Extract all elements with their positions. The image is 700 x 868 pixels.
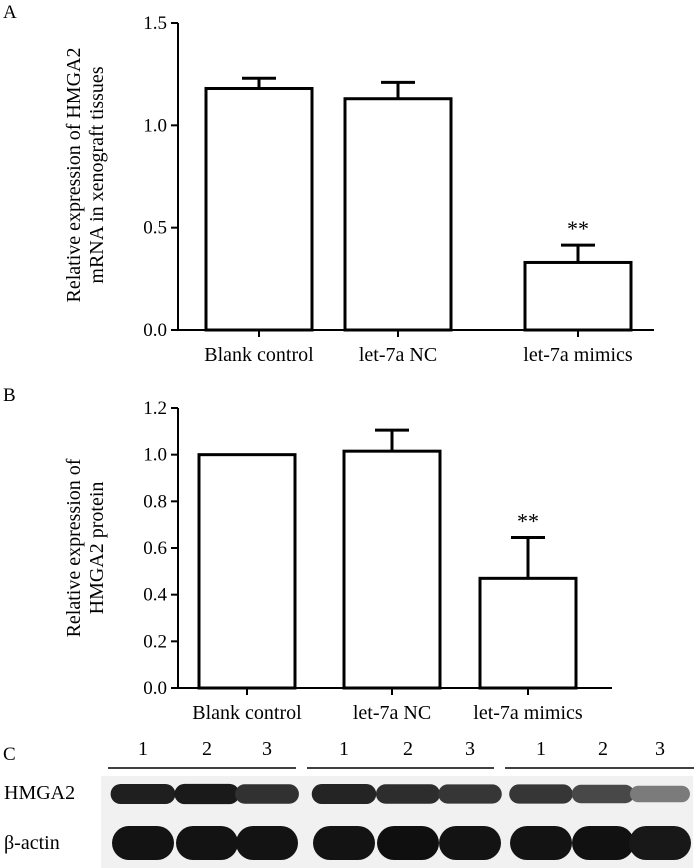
beta-actin-band (510, 826, 572, 860)
chart-b-ylabel-line-1: Relative expression of (63, 458, 85, 637)
beta-actin-band (377, 826, 439, 860)
chart-a-bar (204, 86, 314, 332)
chart-a-ytick-label: 0.0 (143, 320, 167, 341)
hmga2-band (311, 784, 377, 804)
chart-b-bar (197, 453, 297, 690)
panel-a-label: A (3, 2, 17, 23)
chart-b-significance-mark: ** (517, 509, 539, 534)
western-blot: HMGA2 β-actin 1 2 3 1 2 3 1 2 3 (4, 738, 694, 868)
lane-number: 3 (262, 738, 272, 760)
beta-actin-band (572, 826, 634, 860)
panel-c-label: C (3, 744, 16, 765)
chart-b-ytick-label: 1.2 (143, 398, 167, 419)
chart-b-category-label: let-7a NC (353, 702, 431, 724)
chart-a-significance-mark: ** (567, 216, 589, 241)
chart-a-ylabel: Relative expression of HMGA2 mRNA in xen… (63, 48, 108, 303)
chart-a-ylabel-line-1: Relative expression of HMGA2 (63, 48, 85, 303)
chart-a-ytick-label: 1.0 (143, 115, 167, 136)
chart-a-bar (523, 260, 633, 332)
lane-number: 1 (536, 738, 546, 760)
chart-b-ytick-label: 0.6 (143, 538, 167, 559)
chart-b-category-label: Blank control (192, 702, 302, 724)
chart-b-bar (478, 576, 578, 690)
blot-label-hmga2: HMGA2 (4, 782, 75, 804)
hmga2-band (110, 783, 176, 805)
chart-b-ytick-label: 1.0 (143, 445, 167, 466)
beta-actin-band (629, 826, 691, 860)
hmga2-band (438, 784, 502, 804)
chart-a-ytick-label: 1.5 (143, 13, 167, 34)
chart-a-category-label: Blank control (204, 344, 314, 366)
chart-b-ytick-label: 0.2 (143, 631, 167, 652)
chart-b-protein: Relative expression of HMGA2 protein 0.0… (63, 398, 612, 724)
hmga2-band (174, 783, 240, 805)
chart-b-ylabel-line-2: HMGA2 protein (86, 482, 108, 615)
beta-actin-band (236, 826, 298, 860)
beta-actin-band (313, 826, 375, 860)
chart-b-bar (342, 449, 442, 690)
chart-a-ylabel-line-2: mRNA in xenograft tissues (86, 66, 108, 283)
chart-a-bar (343, 97, 453, 332)
lane-number: 2 (403, 738, 413, 760)
chart-a-category-label: let-7a NC (359, 344, 437, 366)
hmga2-band (509, 784, 573, 804)
beta-actin-band (112, 826, 174, 860)
chart-b-ylabel: Relative expression of HMGA2 protein (63, 458, 108, 637)
panel-b-label: B (3, 385, 16, 406)
lane-number: 1 (339, 738, 349, 760)
hmga2-band (571, 784, 635, 804)
lane-number: 3 (655, 738, 665, 760)
chart-a-ytick-label: 0.5 (143, 218, 167, 239)
beta-actin-band (439, 826, 501, 860)
blot-label-beta-actin: β-actin (4, 832, 60, 854)
lane-number: 3 (465, 738, 475, 760)
hmga2-band (630, 785, 690, 803)
hmga2-band (235, 784, 299, 804)
chart-b-ytick-label: 0.8 (143, 491, 167, 512)
beta-actin-band (176, 826, 238, 860)
chart-a-category-label: let-7a mimics (523, 344, 633, 366)
chart-b-ytick-label: 0.4 (143, 585, 167, 606)
chart-b-category-label: let-7a mimics (473, 702, 583, 724)
chart-b-ytick-label: 0.0 (143, 678, 167, 699)
lane-number: 2 (598, 738, 608, 760)
chart-a-mrna: Relative expression of HMGA2 mRNA in xen… (63, 13, 654, 366)
hmga2-band (375, 784, 441, 804)
lane-number: 2 (202, 738, 212, 760)
lane-number: 1 (138, 738, 148, 760)
